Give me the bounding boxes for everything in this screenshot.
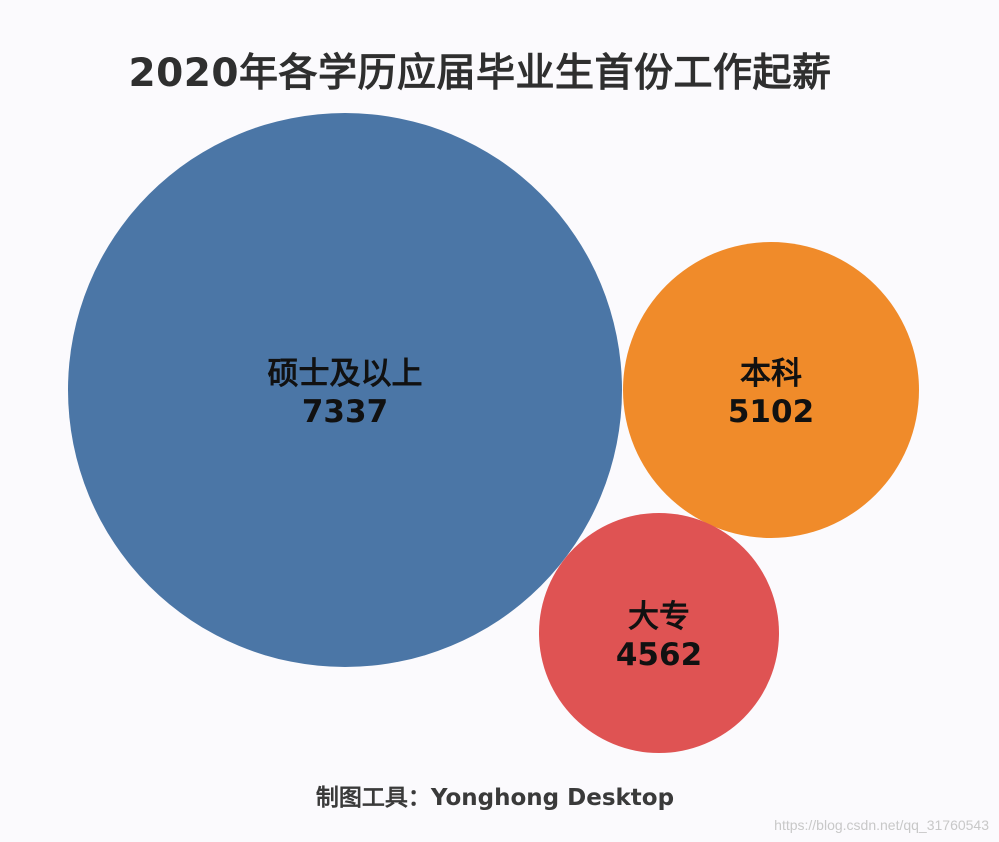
bubble-mark-masters-and-above bbox=[68, 113, 622, 667]
chart-title: 2020年各学历应届毕业生首份工作起薪 bbox=[128, 51, 832, 96]
bubble-value-label: 4562 bbox=[616, 637, 702, 673]
watermark: https://blog.csdn.net/qq_31760543 bbox=[774, 817, 989, 833]
bubble-category-label: 大专 bbox=[628, 599, 690, 635]
bubble-category-label: 本科 bbox=[740, 356, 802, 392]
bubble-value-label: 5102 bbox=[728, 394, 814, 430]
bubble-value-label: 7337 bbox=[302, 394, 388, 430]
bubble-category-label: 硕士及以上 bbox=[268, 356, 423, 392]
chart-footer: 制图工具：Yonghong Desktop bbox=[315, 785, 675, 811]
bubble-mark-junior-college bbox=[539, 513, 779, 753]
bubble-mark-bachelor bbox=[623, 242, 919, 538]
